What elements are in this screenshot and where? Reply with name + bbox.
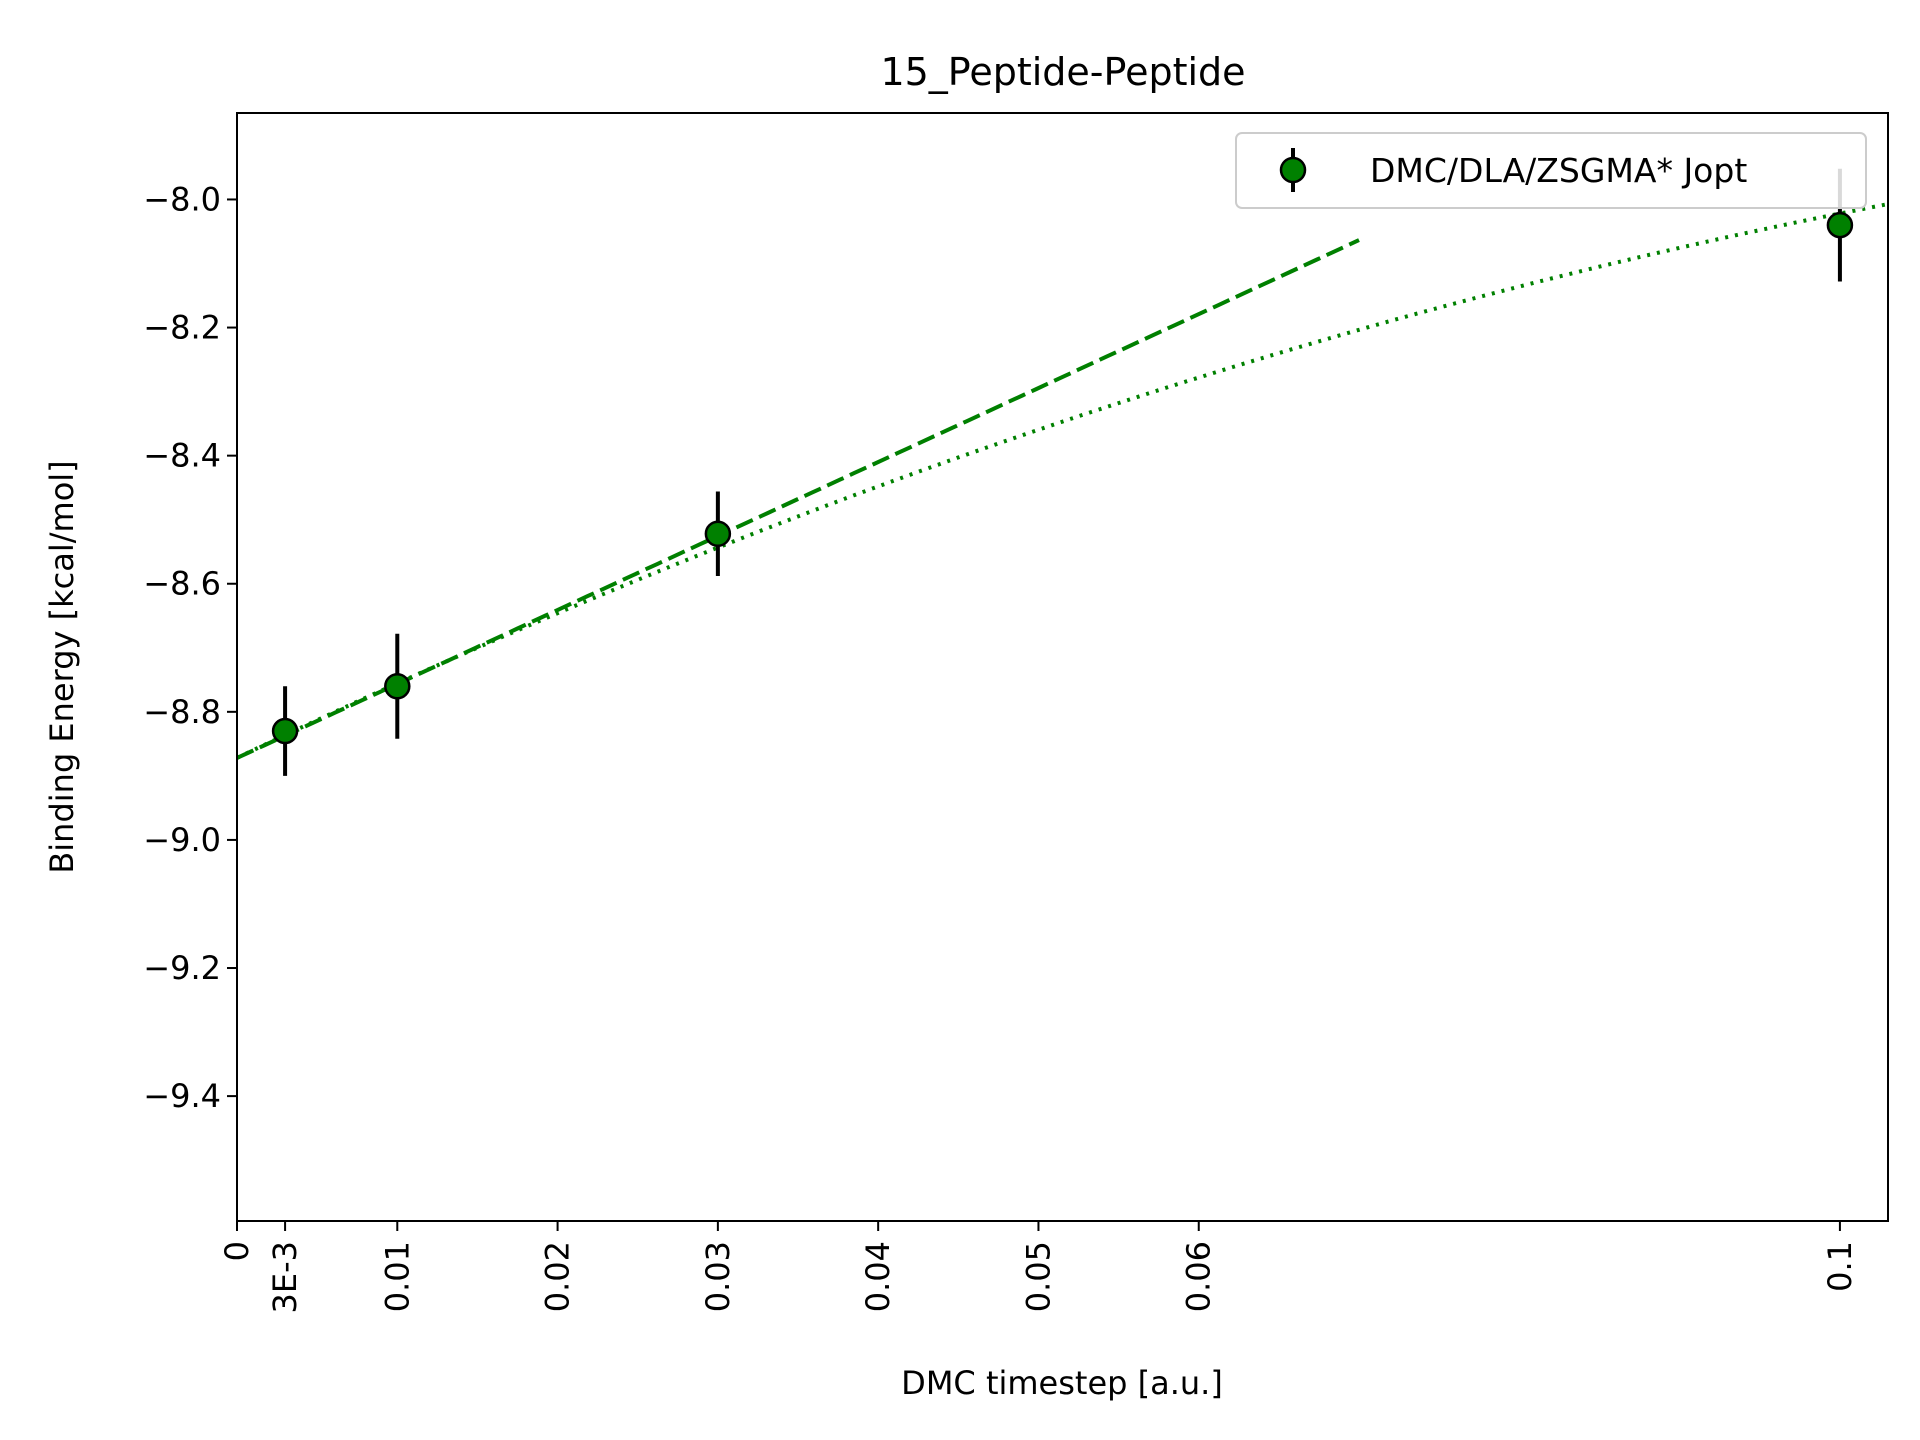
data-point (271, 717, 299, 745)
y-tick-label: −8.4 (143, 437, 221, 475)
x-tick-label: 0.04 (859, 1241, 897, 1312)
data-point (384, 672, 411, 700)
x-tick-label: 3E-3 (266, 1241, 304, 1313)
x-axis-label: DMC timestep [a.u.] (901, 1364, 1223, 1402)
x-tick-label: 0.01 (378, 1241, 416, 1312)
chart-title: 15_Peptide-Peptide (880, 50, 1245, 94)
fit-line-dotted (237, 202, 1888, 760)
x-tick-label: 0.06 (1180, 1241, 1218, 1312)
data-points (271, 211, 1854, 745)
fit-line-dashed (237, 238, 1360, 760)
y-tick-label: −8.8 (143, 693, 221, 731)
y-tick-label: −9.0 (143, 821, 221, 859)
data-point (1826, 211, 1854, 239)
x-tick-label: 0.03 (699, 1241, 737, 1312)
x-axis-ticks: 0 3E-3 0.01 0.02 0.03 0.04 0.05 0.06 0.1 (218, 1221, 1859, 1313)
legend-label: DMC/DLA/ZSGMA* Jopt (1370, 151, 1747, 190)
legend-marker-icon (1279, 156, 1307, 184)
y-tick-label: −8.0 (143, 180, 221, 218)
x-tick-label: 0.1 (1821, 1241, 1859, 1292)
y-tick-label: −9.2 (143, 949, 221, 987)
y-tick-label: −8.2 (143, 309, 221, 347)
legend: DMC/DLA/ZSGMA* Jopt (1235, 132, 1867, 209)
y-tick-label: −8.6 (143, 565, 221, 603)
x-tick-label: 0.02 (539, 1241, 577, 1312)
data-point (704, 520, 732, 548)
axes-frame (236, 112, 1889, 1222)
plot-area (236, 112, 1889, 1222)
x-tick-label: 0.05 (1019, 1241, 1057, 1312)
y-axis-label: Binding Energy [kcal/mol] (43, 460, 81, 873)
legend-box (1235, 132, 1867, 209)
y-axis-ticks: −8.0 −8.2 −8.4 −8.6 −8.8 −9.0 −9.2 −9.4 (143, 180, 237, 1115)
x-tick-label: 0 (218, 1241, 256, 1261)
y-tick-label: −9.4 (143, 1077, 221, 1115)
fit-lines (237, 202, 1888, 760)
